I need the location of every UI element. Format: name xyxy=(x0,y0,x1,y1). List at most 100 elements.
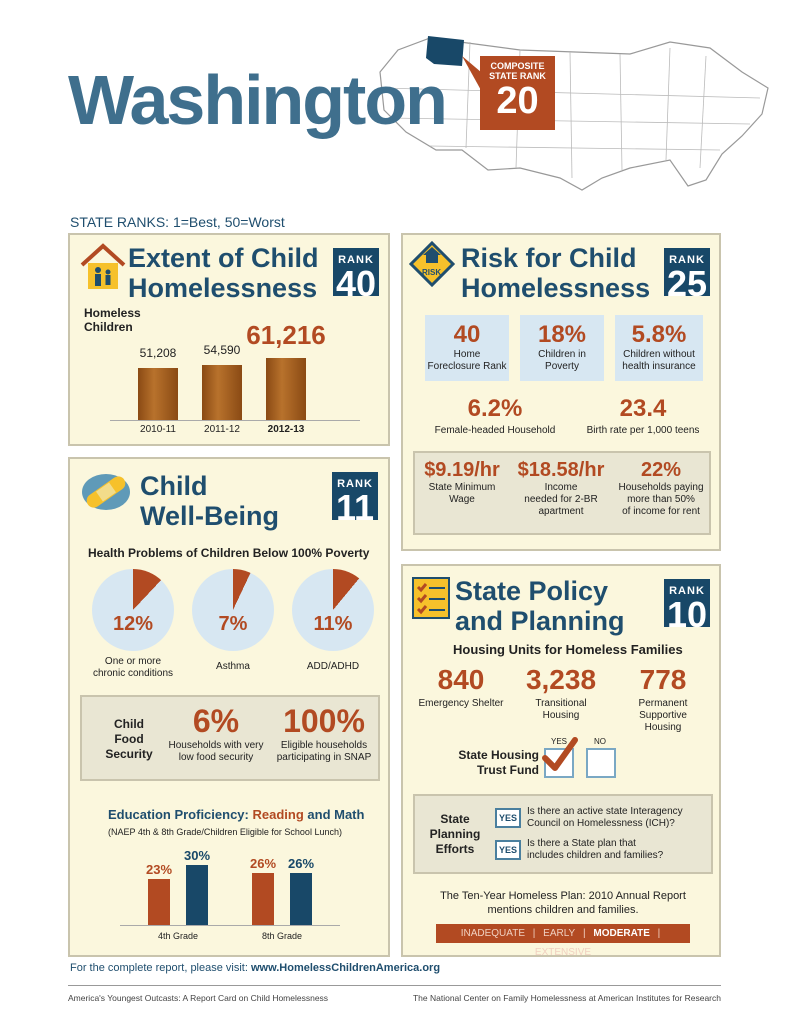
edu-baseline xyxy=(120,925,340,926)
extent-title: Extent of Child xyxy=(128,243,319,273)
planning-label-line: Planning xyxy=(429,827,481,841)
stat-value: 18% xyxy=(537,321,587,348)
stat-label: of income for rent xyxy=(622,506,700,517)
policy-panel: State Policy and Planning RANK 10 Housin… xyxy=(401,564,721,958)
house-family-icon xyxy=(80,243,126,289)
unit-label: Housing xyxy=(644,722,682,733)
yes-badge: YES xyxy=(495,840,521,860)
unit-stat: 840 Emergency Shelter xyxy=(411,664,511,710)
stat-label: health insurance xyxy=(622,361,696,372)
extent-panel: Extent of Child Homelessness RANK 40 Hom… xyxy=(68,233,390,446)
extent-bar-category: 2011-12 xyxy=(204,424,240,435)
risk-panel: RISK Risk for Child Homelessness RANK 25… xyxy=(401,233,721,551)
us-map xyxy=(379,36,769,191)
stat-value: $18.58/hr xyxy=(517,459,605,481)
stat-value: 6.2% xyxy=(467,395,523,422)
housing-units-title: Housing Units for Homeless Families xyxy=(453,642,683,657)
rank-label: RANK xyxy=(669,585,705,597)
risk-icon-text: RISK xyxy=(422,268,442,277)
edu-subtitle: (NAEP 4th & 8th Grade/Children Eligible … xyxy=(108,827,342,837)
unit-label: Housing xyxy=(542,710,580,721)
stat-label: State Minimum xyxy=(428,482,496,493)
planning-label-line: State xyxy=(440,812,470,826)
stat-label: more than 50% xyxy=(627,494,695,505)
report-link[interactable]: www.HomelessChildrenAmerica.org xyxy=(250,962,441,974)
stat-label: apartment xyxy=(538,506,584,517)
pie-label: ADD/ADHD xyxy=(306,661,360,672)
yes-label: YES xyxy=(551,737,568,746)
checklist-icon xyxy=(412,577,450,619)
extent-baseline xyxy=(110,420,360,421)
stat-label: Female-headed Household xyxy=(434,425,556,436)
stat-block: 22% Households paying more than 50% of i… xyxy=(613,459,709,518)
stat-label: Poverty xyxy=(545,361,579,372)
food-stat: 100% Eligible households participating i… xyxy=(272,703,376,764)
food-stat-label: Eligible households xyxy=(280,740,368,751)
food-value: 100% xyxy=(283,703,365,739)
extent-bar-category: 2012-13 xyxy=(267,424,305,435)
homeless-children-label-2: Children xyxy=(84,320,133,334)
unit-stat: 3,238 Transitional Housing xyxy=(511,664,611,722)
food-label-line: Food xyxy=(114,732,144,746)
edu-bar-math xyxy=(186,865,208,925)
rank-label: RANK xyxy=(337,478,373,490)
stat-value: 5.8% xyxy=(631,321,687,348)
ranks-note: STATE RANKS: 1=Best, 50=Worst xyxy=(70,214,285,230)
extent-bar-value: 54,590 xyxy=(203,343,241,357)
edu-title-and: and xyxy=(303,807,335,822)
edu-category: 4th Grade xyxy=(157,931,199,941)
food-security-box: Child Food Security 6% Households with v… xyxy=(80,695,380,781)
question: Is there a State plan that xyxy=(527,838,636,849)
checkmark-icon xyxy=(542,737,578,771)
wellbeing-title-2: Well-Being xyxy=(140,501,280,531)
planning-label-line: Efforts xyxy=(435,842,475,856)
edu-title-reading: Reading xyxy=(252,807,304,822)
housing-cost-box: $9.19/hr State Minimum Wage $18.58/hr In… xyxy=(413,451,711,535)
unit-value: 840 xyxy=(437,664,485,695)
stat-card: 5.8% Children without health insurance xyxy=(615,315,703,381)
composite-rank-box: COMPOSITE STATE RANK 20 xyxy=(480,56,555,130)
unit-label: Emergency Shelter xyxy=(418,698,504,709)
extent-rank-box: RANK 40 xyxy=(333,248,379,302)
stat-block: 23.4 Birth rate per 1,000 teens xyxy=(573,395,713,437)
stat-label: Income xyxy=(544,482,578,493)
unit-label: Permanent xyxy=(638,698,688,709)
stat-block: 6.2% Female-headed Household xyxy=(425,395,565,437)
extent-rank: 40 xyxy=(335,263,377,304)
extent-title-2: Homelessness xyxy=(128,273,318,303)
rank-label: RANK xyxy=(338,254,374,266)
composite-rank: 20 xyxy=(496,80,539,122)
wellbeing-panel: Child Well-Being RANK 11 Health Problems… xyxy=(68,457,390,957)
stat-card: 40 Home Foreclosure Rank xyxy=(425,315,509,381)
policy-title: State Policy xyxy=(455,576,609,606)
policy-rank-box: RANK 10 xyxy=(664,579,710,633)
footer-rule xyxy=(68,985,721,986)
stat-value: 22% xyxy=(640,459,682,481)
extent-bar-category: 2010-11 xyxy=(140,424,176,435)
wellbeing-title: Child xyxy=(140,471,208,501)
edu-bar-reading xyxy=(252,873,274,925)
policy-rank: 10 xyxy=(666,594,708,635)
stat-label: Households paying xyxy=(618,482,704,493)
composite-label: COMPOSITE xyxy=(490,61,545,71)
risk-rank: 25 xyxy=(666,263,708,304)
no-label: NO xyxy=(594,737,606,746)
pie-adhd xyxy=(292,569,374,651)
scale-item: EARLY xyxy=(543,928,576,939)
unit-value: 3,238 xyxy=(525,664,597,695)
food-stat-label: low food security xyxy=(178,752,254,763)
edu-bar-value: 26% xyxy=(287,856,315,871)
trust-label-line: State Housing xyxy=(458,748,539,762)
pie-label: chronic conditions xyxy=(92,668,174,679)
stat-label: Wage xyxy=(449,494,475,505)
edu-chart-area: 23% 30% 4th Grade 26% 26% 8th Grade xyxy=(70,459,388,955)
edu-bar-reading xyxy=(148,879,170,925)
pie-asthma xyxy=(192,569,274,651)
stat-label: Home xyxy=(453,349,481,360)
stat-label: Foreclosure Rank xyxy=(427,361,507,372)
plan-scale: INADEQUATE | EARLY | MODERATE | EXTENSIV… xyxy=(436,924,690,958)
stat-label: Birth rate per 1,000 teens xyxy=(586,425,700,436)
stat-card: 18% Children in Poverty xyxy=(520,315,604,381)
question: includes children and families? xyxy=(527,850,664,861)
visit-line: For the complete report, please visit: w… xyxy=(70,962,440,974)
